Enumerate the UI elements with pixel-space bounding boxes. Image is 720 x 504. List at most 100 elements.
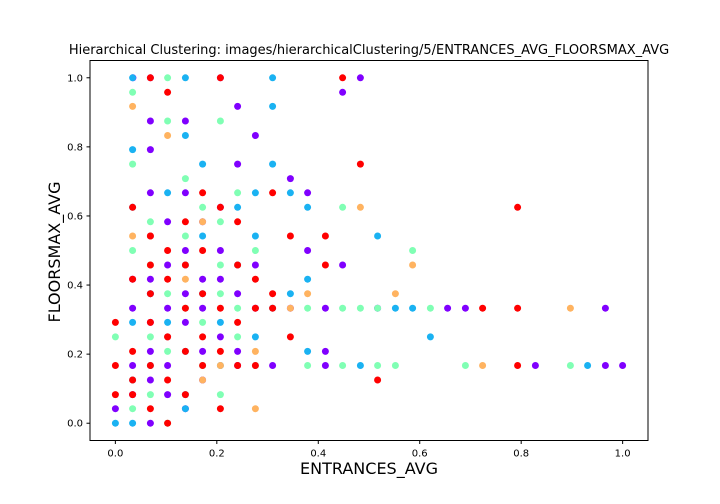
data-point-cluster-4	[164, 88, 172, 96]
data-point-cluster-3	[286, 304, 294, 312]
data-point-cluster-0	[199, 304, 207, 312]
data-point-cluster-4	[199, 189, 207, 197]
data-point-cluster-1	[129, 419, 137, 427]
data-point-cluster-4	[146, 74, 154, 82]
data-point-cluster-4	[216, 203, 224, 211]
data-point-cluster-2	[129, 405, 137, 413]
data-point-cluster-4	[374, 376, 382, 384]
data-point-cluster-2	[374, 362, 382, 369]
data-point-cluster-0	[339, 261, 347, 269]
data-point-cluster-1	[426, 333, 434, 341]
data-point-cluster-1	[269, 160, 277, 168]
x-tick-label: 0.8	[513, 449, 529, 460]
data-point-cluster-4	[146, 232, 154, 240]
data-point-cluster-0	[164, 261, 172, 269]
data-point-cluster-0	[321, 362, 329, 369]
data-point-cluster-3	[409, 261, 417, 269]
data-point-cluster-1	[164, 189, 172, 197]
data-point-cluster-1	[199, 232, 207, 240]
data-point-cluster-2	[234, 189, 242, 197]
data-point-cluster-2	[216, 290, 224, 298]
data-point-cluster-2	[199, 203, 207, 211]
data-point-cluster-0	[216, 247, 224, 254]
data-point-cluster-0	[234, 102, 242, 110]
data-point-cluster-0	[164, 362, 172, 369]
data-point-cluster-3	[479, 362, 487, 369]
data-point-cluster-2	[356, 304, 364, 312]
data-point-cluster-1	[286, 290, 294, 298]
data-point-cluster-4	[181, 391, 189, 399]
data-point-cluster-1	[286, 189, 294, 197]
data-point-cluster-2	[129, 247, 137, 254]
data-point-cluster-2	[391, 362, 399, 369]
data-point-cluster-4	[251, 362, 259, 369]
data-point-cluster-2	[461, 362, 469, 369]
data-point-cluster-4	[286, 232, 294, 240]
data-point-cluster-2	[199, 318, 207, 326]
data-point-cluster-1	[251, 333, 259, 341]
data-point-cluster-4	[234, 218, 242, 226]
data-point-cluster-4	[199, 247, 207, 254]
data-point-cluster-4	[164, 275, 172, 283]
data-point-cluster-0	[234, 160, 242, 168]
data-point-cluster-0	[321, 304, 329, 312]
data-point-cluster-4	[146, 362, 154, 369]
data-point-cluster-0	[601, 362, 609, 369]
data-point-cluster-1	[164, 318, 172, 326]
plot-frame	[89, 60, 649, 441]
data-point-cluster-3	[164, 132, 172, 139]
data-point-cluster-4	[146, 318, 154, 326]
data-point-cluster-0	[181, 247, 189, 254]
data-point-cluster-2	[164, 290, 172, 298]
data-point-cluster-4	[181, 261, 189, 269]
data-point-cluster-2	[234, 333, 242, 341]
data-point-cluster-0	[146, 347, 154, 355]
data-point-cluster-3	[251, 405, 259, 413]
x-tick-label: 0.2	[209, 449, 225, 460]
data-point-cluster-1	[129, 146, 137, 154]
data-point-cluster-2	[339, 203, 347, 211]
data-point-cluster-2	[216, 391, 224, 399]
data-point-cluster-3	[199, 218, 207, 226]
data-point-cluster-4	[146, 290, 154, 298]
data-point-cluster-0	[111, 405, 119, 413]
data-point-cluster-0	[356, 74, 364, 82]
data-point-cluster-1	[111, 419, 119, 427]
data-point-cluster-2	[216, 117, 224, 125]
data-point-cluster-2	[339, 362, 347, 369]
data-point-cluster-2	[164, 347, 172, 355]
x-tick-label: 1.0	[615, 449, 631, 460]
data-point-cluster-4	[181, 304, 189, 312]
data-point-cluster-2	[181, 175, 189, 183]
data-point-cluster-0	[601, 304, 609, 312]
y-tick-label: 0.6	[67, 211, 83, 222]
data-point-cluster-4	[286, 333, 294, 341]
data-point-cluster-4	[321, 232, 329, 240]
data-point-cluster-1	[199, 160, 207, 168]
data-point-cluster-4	[199, 333, 207, 341]
y-axis: 0.0 0.2 0.4 0.6 0.8 1.0	[67, 73, 90, 430]
data-point-cluster-4	[146, 261, 154, 269]
data-point-cluster-2	[374, 304, 382, 312]
data-point-cluster-0	[199, 347, 207, 355]
data-point-cluster-0	[146, 189, 154, 197]
data-point-cluster-0	[129, 362, 137, 369]
points-layer	[111, 74, 627, 427]
chart-title: Hierarchical Clustering: images/hierarch…	[69, 43, 669, 58]
data-point-cluster-4	[111, 362, 119, 369]
data-point-cluster-3	[216, 362, 224, 369]
data-point-cluster-1	[129, 318, 137, 326]
data-point-cluster-3	[199, 376, 207, 384]
data-point-cluster-4	[164, 419, 172, 427]
data-point-cluster-4	[234, 362, 242, 369]
data-point-cluster-1	[356, 362, 364, 369]
data-point-cluster-0	[444, 304, 452, 312]
data-point-cluster-3	[129, 232, 137, 240]
y-axis-label: FLOORSMAX_AVG	[45, 182, 65, 323]
data-point-cluster-4	[111, 318, 119, 326]
data-point-cluster-3	[566, 304, 574, 312]
y-tick-label: 0.0	[67, 419, 83, 430]
data-point-cluster-0	[164, 218, 172, 226]
data-point-cluster-1	[181, 405, 189, 413]
